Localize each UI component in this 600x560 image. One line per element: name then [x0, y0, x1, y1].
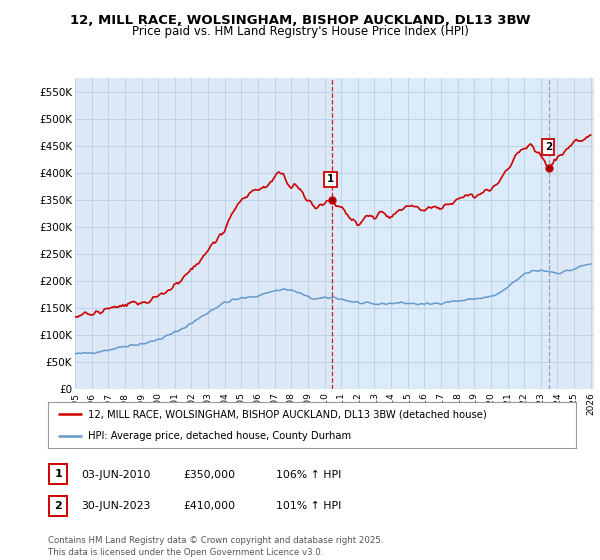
Text: Price paid vs. HM Land Registry's House Price Index (HPI): Price paid vs. HM Land Registry's House …	[131, 25, 469, 38]
Text: 12, MILL RACE, WOLSINGHAM, BISHOP AUCKLAND, DL13 3BW: 12, MILL RACE, WOLSINGHAM, BISHOP AUCKLA…	[70, 14, 530, 27]
Bar	[332, 78, 549, 389]
Text: 12, MILL RACE, WOLSINGHAM, BISHOP AUCKLAND, DL13 3BW (detached house): 12, MILL RACE, WOLSINGHAM, BISHOP AUCKLA…	[88, 409, 487, 419]
Text: £350,000: £350,000	[183, 470, 235, 480]
Text: 03-JUN-2010: 03-JUN-2010	[81, 470, 151, 480]
Text: £410,000: £410,000	[183, 501, 235, 511]
Text: 101% ↑ HPI: 101% ↑ HPI	[276, 501, 341, 511]
Text: 1: 1	[327, 175, 334, 184]
Text: 1: 1	[55, 469, 62, 479]
Text: 2: 2	[55, 501, 62, 511]
Text: 106% ↑ HPI: 106% ↑ HPI	[276, 470, 341, 480]
Text: 30-JUN-2023: 30-JUN-2023	[81, 501, 151, 511]
Text: Contains HM Land Registry data © Crown copyright and database right 2025.
This d: Contains HM Land Registry data © Crown c…	[48, 536, 383, 557]
Text: HPI: Average price, detached house, County Durham: HPI: Average price, detached house, Coun…	[88, 431, 351, 441]
Text: 2: 2	[545, 142, 552, 152]
